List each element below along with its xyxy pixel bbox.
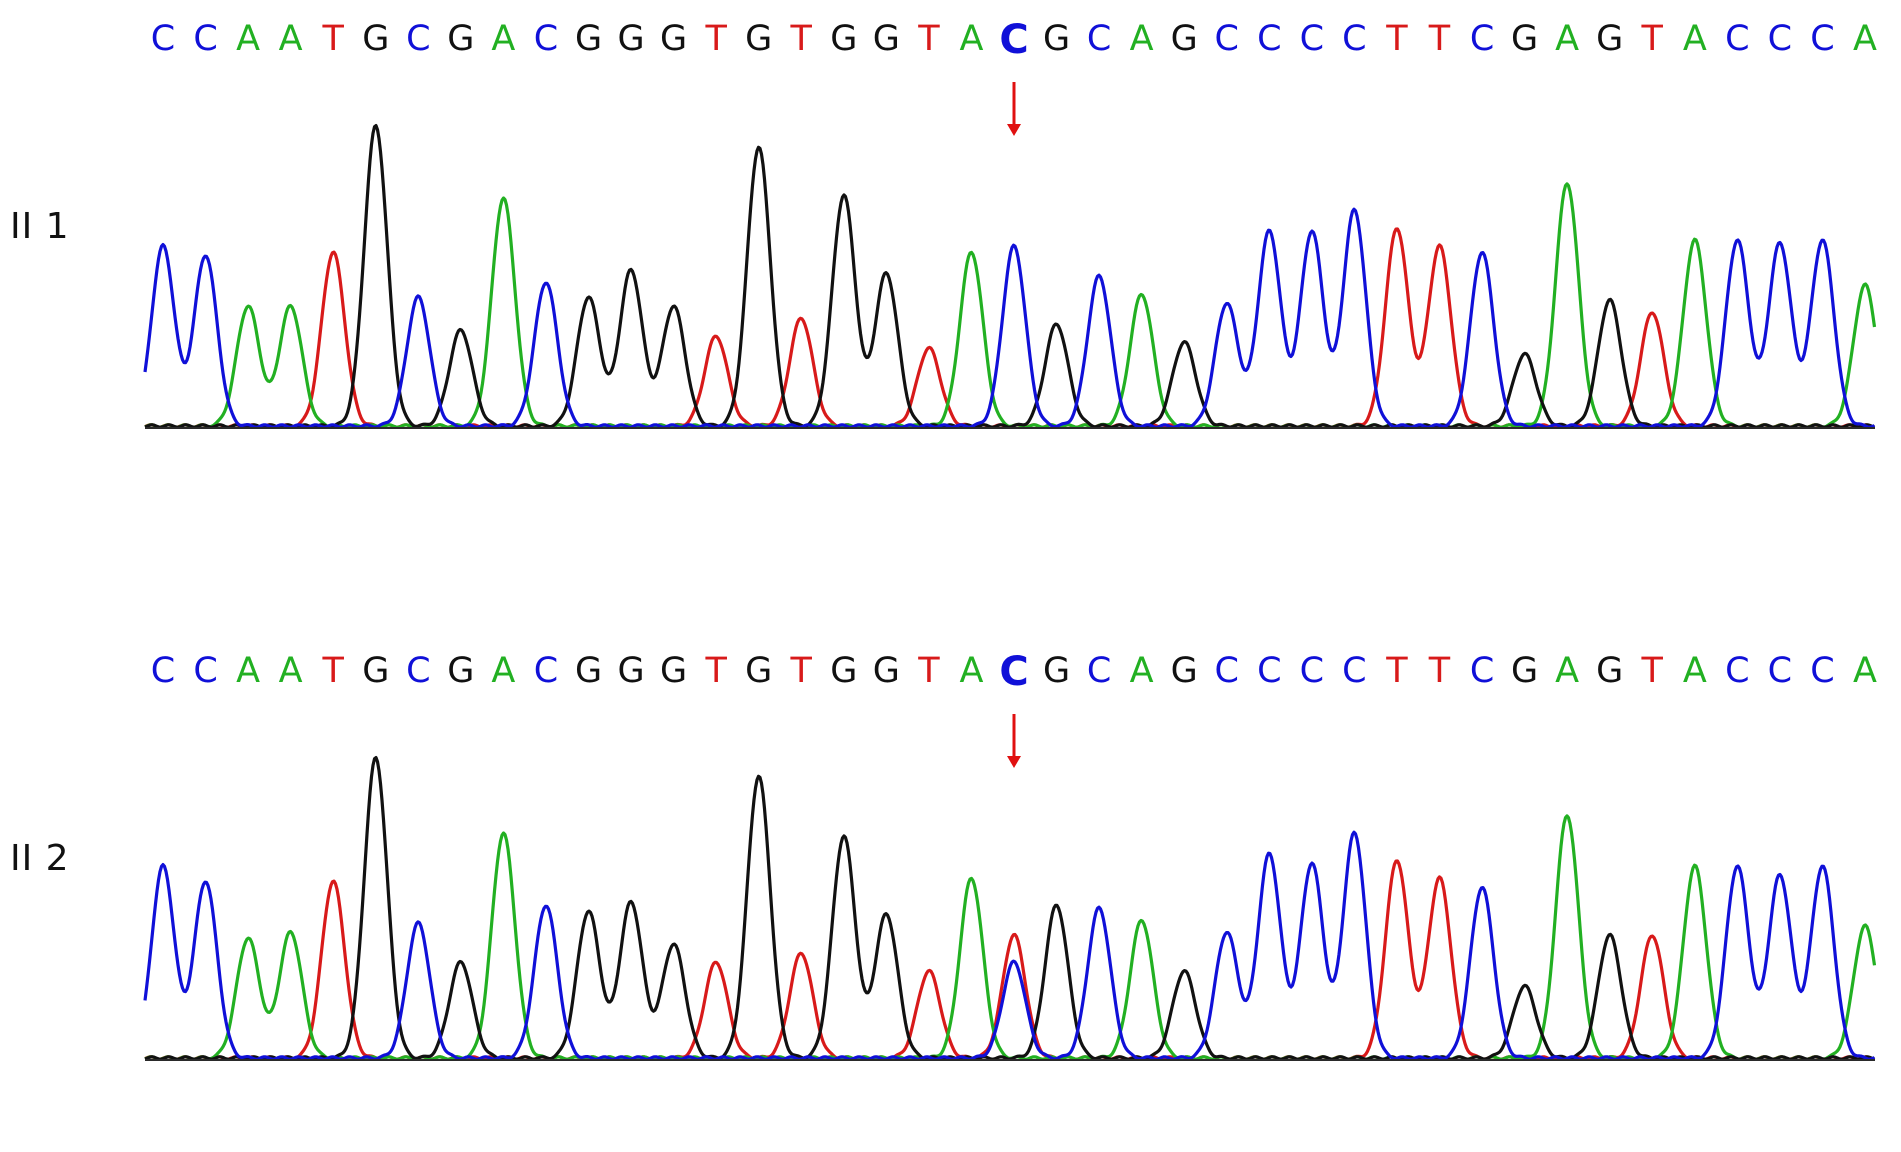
base-call: C <box>534 651 558 691</box>
base-call: C <box>1300 651 1324 691</box>
base-call: G <box>575 651 602 691</box>
base-call: A <box>279 19 303 59</box>
base-call: A <box>1853 19 1877 59</box>
base-call: C <box>1215 19 1239 59</box>
trace-A <box>144 814 1877 1061</box>
base-call: C <box>1300 19 1324 59</box>
base-call: C <box>1810 651 1834 691</box>
base-call: T <box>1641 19 1664 59</box>
base-call: T <box>322 651 345 691</box>
base-call: T <box>1385 19 1408 59</box>
mutation-arrow-icon <box>1007 714 1021 768</box>
base-call: T <box>917 19 940 59</box>
base-call: A <box>1555 19 1579 59</box>
base-call: A <box>279 651 303 691</box>
base-call: C <box>406 651 430 691</box>
base-call: T <box>1641 651 1664 691</box>
base-call: G <box>745 19 772 59</box>
base-call: C <box>1215 651 1239 691</box>
base-call: G <box>1043 651 1070 691</box>
sample-label: II 2 <box>10 838 70 879</box>
base-call: G <box>575 19 602 59</box>
base-call-highlight: C <box>999 17 1028 63</box>
base-call: G <box>617 19 644 59</box>
base-call: A <box>491 651 515 691</box>
base-call: A <box>1853 651 1877 691</box>
base-call: G <box>447 19 474 59</box>
base-call: G <box>873 19 900 59</box>
base-call: G <box>1171 19 1198 59</box>
base-call: C <box>1342 19 1366 59</box>
base-call: C <box>193 651 217 691</box>
base-call: C <box>1087 651 1111 691</box>
base-call: G <box>1511 651 1538 691</box>
base-call: A <box>959 19 983 59</box>
base-call: C <box>1470 19 1494 59</box>
base-call: G <box>1511 19 1538 59</box>
base-call: T <box>790 19 813 59</box>
base-call-highlight: C <box>999 649 1028 695</box>
base-call: C <box>1768 19 1792 59</box>
base-call: G <box>660 19 687 59</box>
base-call: A <box>236 19 260 59</box>
sample-label: II 1 <box>10 206 70 247</box>
base-call: T <box>1428 19 1451 59</box>
base-call: C <box>1810 19 1834 59</box>
mutation-arrow-icon <box>1007 82 1021 136</box>
base-call: C <box>1725 19 1749 59</box>
base-call: C <box>1257 19 1281 59</box>
base-call: A <box>1683 19 1707 59</box>
base-call: T <box>917 651 940 691</box>
base-call: A <box>491 19 515 59</box>
base-call: G <box>1596 19 1623 59</box>
base-call: G <box>660 651 687 691</box>
base-call: A <box>1555 651 1579 691</box>
base-call: A <box>1130 651 1154 691</box>
base-call: G <box>745 651 772 691</box>
base-call: T <box>704 19 727 59</box>
base-call: C <box>1470 651 1494 691</box>
base-call: C <box>1342 651 1366 691</box>
base-call: C <box>1725 651 1749 691</box>
base-call: C <box>151 19 175 59</box>
base-call: C <box>1087 19 1111 59</box>
base-call: G <box>447 651 474 691</box>
trace-C <box>143 830 1876 1061</box>
base-call: G <box>1043 19 1070 59</box>
base-call: G <box>1596 651 1623 691</box>
base-call: T <box>322 19 345 59</box>
base-call: G <box>617 651 644 691</box>
base-call: C <box>534 19 558 59</box>
base-call: C <box>406 19 430 59</box>
base-call: T <box>1385 651 1408 691</box>
base-call: T <box>704 651 727 691</box>
trace-T <box>144 859 1875 1061</box>
base-call: G <box>830 651 857 691</box>
base-call: T <box>790 651 813 691</box>
trace-G <box>144 756 1875 1061</box>
base-call: C <box>151 651 175 691</box>
base-call: G <box>362 651 389 691</box>
base-call: T <box>1428 651 1451 691</box>
base-call: C <box>1768 651 1792 691</box>
base-call: A <box>1683 651 1707 691</box>
base-call: C <box>1257 651 1281 691</box>
base-call: G <box>362 19 389 59</box>
base-call: G <box>830 19 857 59</box>
base-call: A <box>1130 19 1154 59</box>
base-call: G <box>1171 651 1198 691</box>
base-call: C <box>193 19 217 59</box>
base-call: A <box>959 651 983 691</box>
trace-G <box>144 124 1875 429</box>
base-call: A <box>236 651 260 691</box>
trace-C <box>143 207 1876 429</box>
base-call: G <box>873 651 900 691</box>
